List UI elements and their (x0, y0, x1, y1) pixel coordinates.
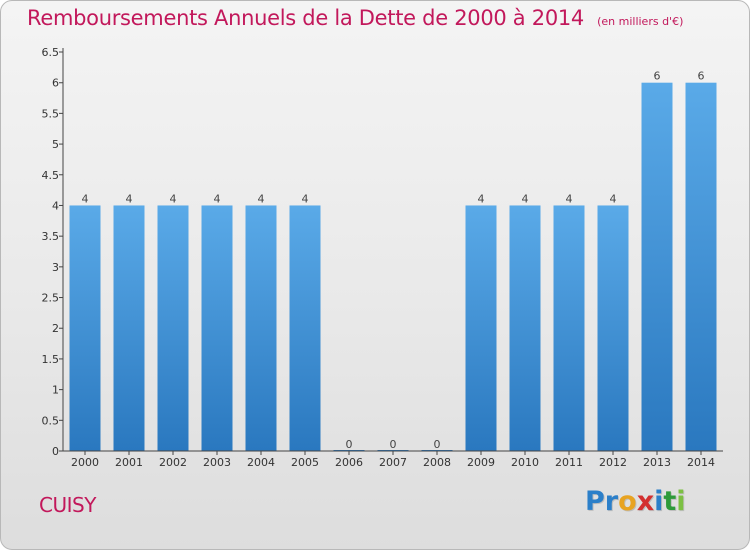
value-label: 0 (346, 438, 353, 451)
y-tick-label: 0.5 (42, 414, 60, 427)
x-tick-label: 2014 (687, 456, 715, 469)
proxiti-logo[interactable]: Proxiti (585, 486, 686, 517)
value-label: 4 (126, 192, 133, 205)
x-tick-label: 2013 (643, 456, 671, 469)
value-label: 4 (478, 192, 485, 205)
logo-letter: x (636, 486, 655, 517)
value-label: 4 (522, 192, 529, 205)
bar (157, 205, 189, 451)
logo-letter: r (604, 486, 619, 517)
value-label: 4 (170, 192, 177, 205)
chart-title: Remboursements Annuels de la Dette de 20… (27, 6, 584, 30)
y-tick-label: 3.5 (42, 230, 60, 243)
value-label: 4 (610, 192, 617, 205)
logo-letter: i (676, 486, 686, 517)
y-tick-label: 5 (52, 138, 59, 151)
value-label: 4 (214, 192, 221, 205)
y-tick-label: 2 (52, 322, 59, 335)
x-tick-label: 2010 (511, 456, 539, 469)
commune-name: CUISY (39, 493, 96, 517)
bar (245, 205, 277, 451)
bar (201, 205, 233, 451)
x-tick-label: 2007 (379, 456, 407, 469)
y-tick-label: 3 (52, 261, 59, 274)
x-tick-label: 2000 (71, 456, 99, 469)
value-label: 4 (302, 192, 309, 205)
labels-layer: 0 0.5 1 1.5 2 2.5 3 3.5 4 4.5 5 5.5 6 6.5 4 2000 4 2001 4 2… (42, 46, 716, 469)
value-label: 6 (654, 70, 661, 83)
y-tick-label: 4 (52, 199, 59, 212)
y-tick-label: 0 (52, 445, 59, 458)
y-tick-label: 5.5 (42, 107, 60, 120)
value-label: 6 (698, 70, 705, 83)
bar (69, 205, 101, 451)
bar (289, 205, 321, 451)
bar (553, 205, 585, 451)
y-tick-label: 6.5 (42, 46, 60, 59)
bar (113, 205, 145, 451)
x-tick-label: 2012 (599, 456, 627, 469)
y-tick-label: 1 (52, 384, 59, 397)
x-tick-label: 2004 (247, 456, 275, 469)
bar (597, 205, 629, 451)
x-tick-label: 2009 (467, 456, 495, 469)
bars-layer (69, 82, 717, 451)
y-tick-label: 1.5 (42, 353, 60, 366)
y-tick-label: 4.5 (42, 169, 60, 182)
x-tick-label: 2002 (159, 456, 187, 469)
bar (641, 82, 673, 451)
bar (465, 205, 497, 451)
chart-unit: (en milliers d'€) (597, 15, 684, 28)
axes-layer (59, 48, 723, 455)
value-label: 4 (566, 192, 573, 205)
bar (509, 205, 541, 451)
value-label: 4 (82, 192, 89, 205)
value-label: 0 (390, 438, 397, 451)
logo-letter: t (663, 486, 677, 517)
x-tick-label: 2006 (335, 456, 363, 469)
value-label: 4 (258, 192, 265, 205)
x-tick-label: 2008 (423, 456, 451, 469)
logo-letter: P (585, 486, 605, 517)
x-tick-label: 2001 (115, 456, 143, 469)
title-row: Remboursements Annuels de la Dette de 20… (27, 6, 683, 30)
value-label: 0 (434, 438, 441, 451)
logo-letter: o (618, 486, 637, 517)
bar (685, 82, 717, 451)
x-tick-label: 2005 (291, 456, 319, 469)
x-tick-label: 2003 (203, 456, 231, 469)
y-tick-label: 6 (52, 77, 59, 90)
x-tick-label: 2011 (555, 456, 583, 469)
logo-letter: i (654, 486, 664, 517)
y-tick-label: 2.5 (42, 292, 60, 305)
